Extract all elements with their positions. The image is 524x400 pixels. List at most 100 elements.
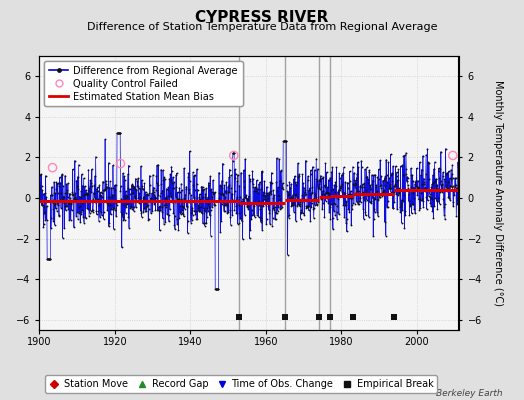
Point xyxy=(151,194,160,201)
Point xyxy=(95,192,104,198)
Point xyxy=(193,186,202,193)
Point xyxy=(152,187,160,194)
Point xyxy=(311,194,320,200)
Point xyxy=(106,211,115,218)
Point xyxy=(347,188,355,194)
Point xyxy=(318,175,326,182)
Point xyxy=(210,201,218,208)
Point xyxy=(383,204,391,210)
Point xyxy=(325,176,333,183)
Point xyxy=(336,187,344,193)
Point xyxy=(133,198,141,204)
Point xyxy=(430,179,438,185)
Point xyxy=(180,194,189,201)
Point xyxy=(406,188,414,194)
Point xyxy=(41,172,50,179)
Point xyxy=(433,198,441,204)
Point xyxy=(296,201,304,208)
Point xyxy=(54,212,63,218)
Point xyxy=(447,183,456,190)
Point xyxy=(230,150,238,157)
Point xyxy=(444,178,452,185)
Point xyxy=(49,217,57,224)
Point xyxy=(121,217,129,223)
Point xyxy=(314,185,323,191)
Point xyxy=(257,186,265,192)
Point xyxy=(252,188,260,194)
Point xyxy=(258,226,266,233)
Point xyxy=(77,211,85,218)
Point xyxy=(345,209,354,215)
Point xyxy=(406,203,414,210)
Point xyxy=(337,172,346,178)
Point xyxy=(390,199,398,206)
Point xyxy=(366,199,374,206)
Point xyxy=(64,200,73,206)
Point xyxy=(288,200,297,206)
Point xyxy=(219,191,227,198)
Point xyxy=(307,167,315,173)
Point xyxy=(62,181,71,187)
Point xyxy=(42,203,51,210)
Point xyxy=(93,198,102,205)
Point xyxy=(228,212,236,218)
Point xyxy=(339,193,347,200)
Point xyxy=(98,190,106,196)
Point xyxy=(50,222,59,228)
Point xyxy=(319,188,327,194)
Point xyxy=(351,190,359,196)
Point xyxy=(285,211,293,218)
Point xyxy=(346,194,354,201)
Point xyxy=(291,192,299,198)
Point xyxy=(163,211,171,218)
Point xyxy=(246,178,254,185)
Point xyxy=(439,169,447,176)
Point xyxy=(370,206,379,213)
Point xyxy=(180,165,188,171)
Point xyxy=(358,188,367,195)
Point xyxy=(92,208,101,214)
Point xyxy=(309,206,318,213)
Point xyxy=(168,168,176,174)
Point xyxy=(152,173,160,179)
Point xyxy=(178,203,187,209)
Point xyxy=(150,201,158,207)
Point xyxy=(407,165,415,172)
Point xyxy=(295,171,303,177)
Point xyxy=(380,187,388,194)
Point xyxy=(105,184,113,191)
Point xyxy=(412,165,421,172)
Point xyxy=(278,180,287,186)
Point xyxy=(300,212,309,218)
Point xyxy=(66,195,74,201)
Point xyxy=(329,186,337,192)
Point xyxy=(226,207,234,213)
Point xyxy=(364,176,373,183)
Point xyxy=(63,203,71,209)
Point xyxy=(167,177,175,183)
Point xyxy=(98,212,106,219)
Point xyxy=(395,190,403,196)
Point xyxy=(145,206,153,212)
Point xyxy=(436,165,444,172)
Point xyxy=(282,182,291,188)
Point xyxy=(59,182,67,189)
Point xyxy=(319,193,328,199)
Point xyxy=(375,194,384,200)
Point xyxy=(69,192,77,199)
Point xyxy=(209,197,217,204)
Point xyxy=(385,191,393,197)
Point xyxy=(57,189,66,196)
Point xyxy=(309,197,318,203)
Point xyxy=(117,244,126,251)
Point xyxy=(175,185,183,191)
Point xyxy=(410,184,418,191)
Point xyxy=(341,202,349,208)
Point xyxy=(48,184,56,190)
Point xyxy=(226,222,235,228)
Point xyxy=(394,177,402,183)
Point xyxy=(51,190,59,196)
Point xyxy=(376,183,385,189)
Point xyxy=(118,210,126,217)
Point xyxy=(379,177,388,184)
